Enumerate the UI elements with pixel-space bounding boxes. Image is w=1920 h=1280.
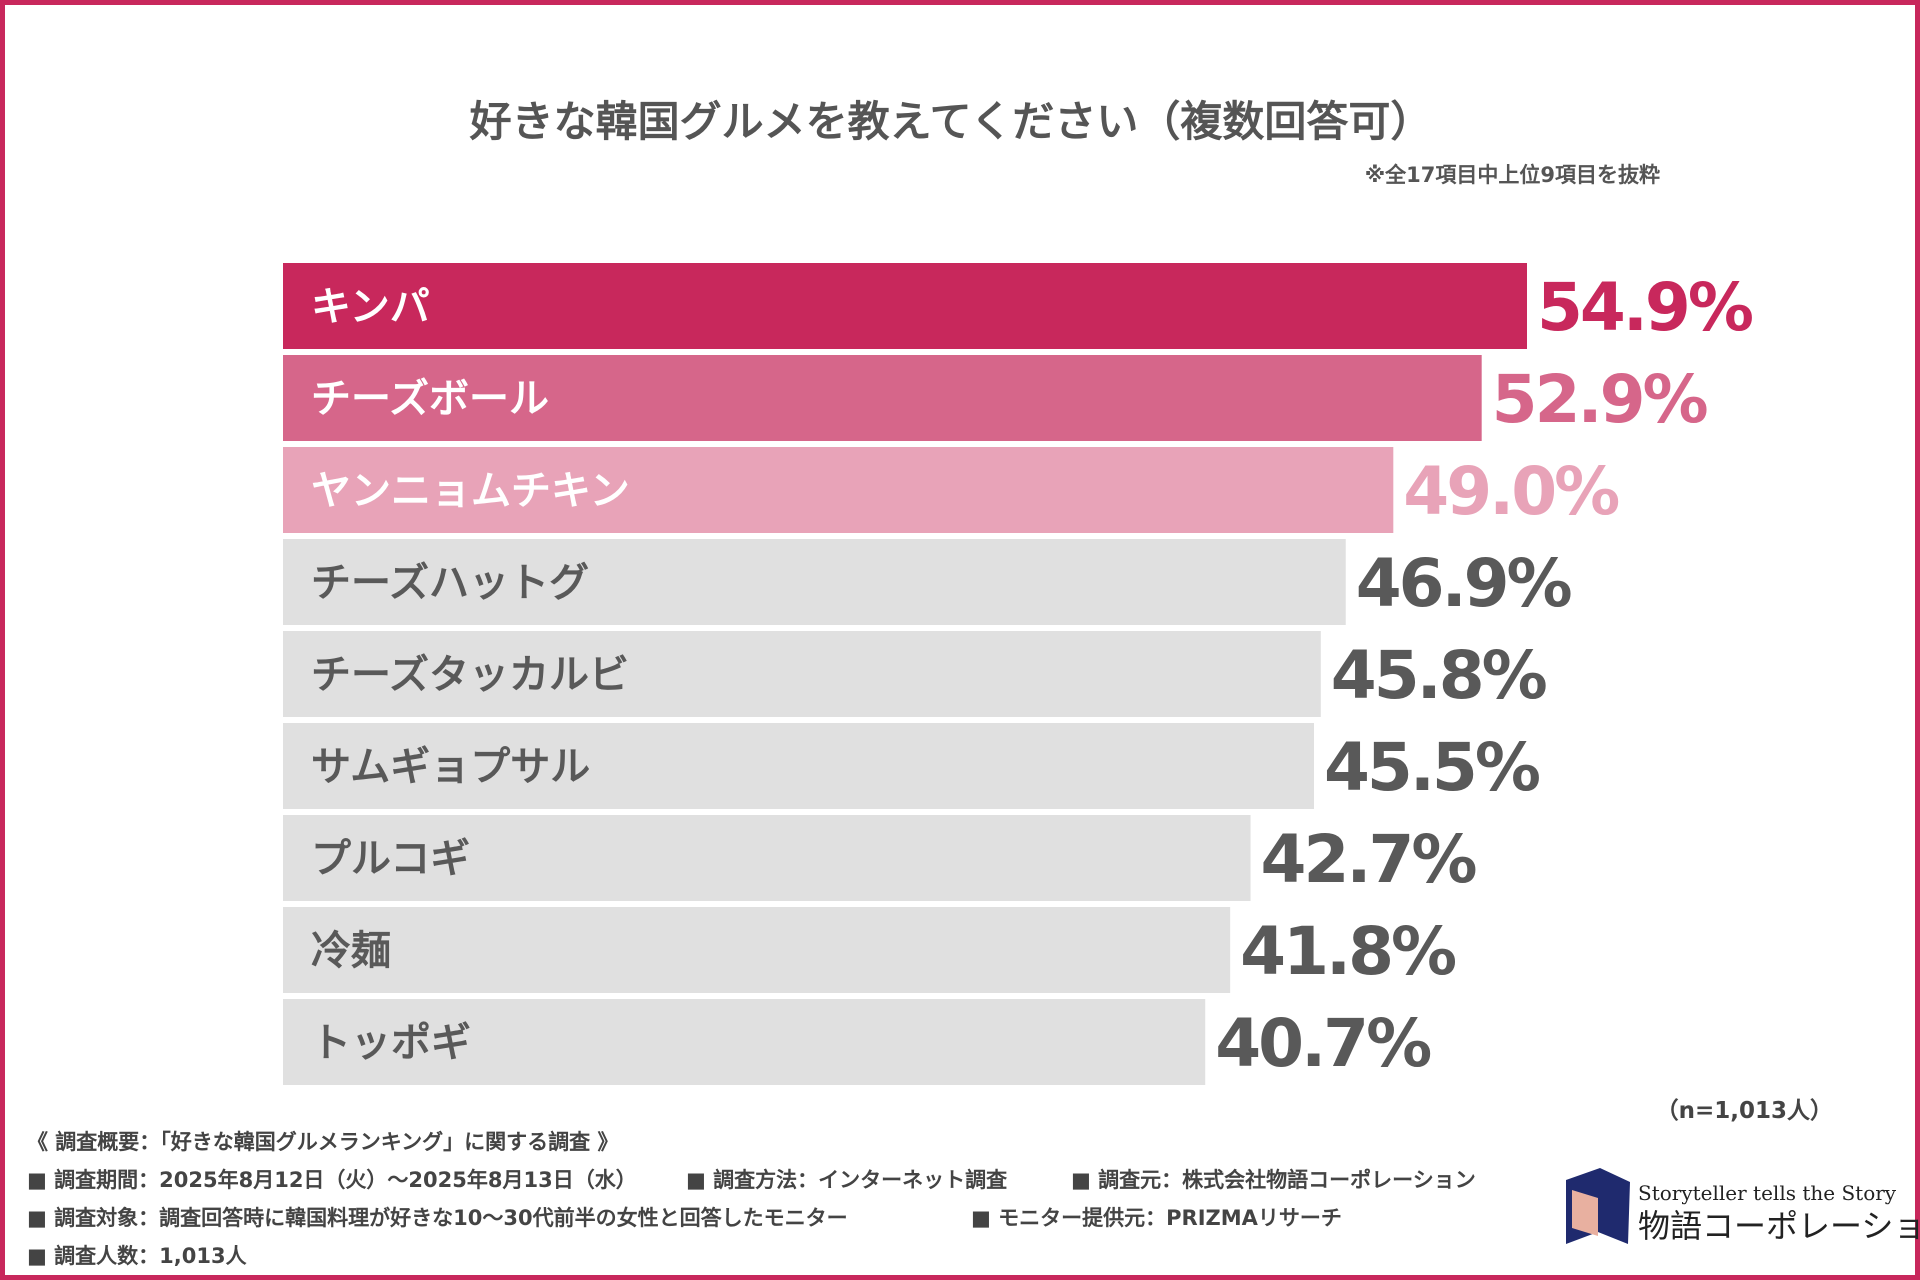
- category-label: キンパ: [311, 284, 430, 330]
- logo-name: 物語コーポレーション: [1638, 1207, 1920, 1245]
- value-label: 46.9%: [1356, 545, 1572, 622]
- bar: [283, 999, 1206, 1085]
- chart-title: 好きな韓国グルメを教えてください（複数回答可）: [469, 97, 1433, 146]
- plot: キンパ 54.9% チーズボール 52.9% ヤンニョムチキン 49.0% チーズハットグ 4…: [283, 263, 1756, 1085]
- value-label: 41.8%: [1240, 913, 1456, 990]
- value-label: 52.9%: [1492, 361, 1708, 438]
- bar: [283, 723, 1315, 809]
- chart-subtitle: ※全17項目中上位9項目を抜粋: [1365, 163, 1660, 187]
- value-label: 54.9%: [1537, 269, 1753, 346]
- category-label: チーズタッカルビ: [311, 652, 629, 698]
- value-label: 42.7%: [1261, 821, 1477, 898]
- category-label: チーズハットグ: [311, 560, 589, 606]
- value-label: 45.5%: [1324, 729, 1540, 806]
- footer-item: ■ モニター提供元：PRIZMAリサーチ: [971, 1206, 1342, 1230]
- bar: [283, 815, 1251, 901]
- category-label: チーズボール: [311, 376, 549, 422]
- footer-item: ■ 調査方法：インターネット調査: [686, 1168, 1007, 1192]
- category-label: ヤンニョムチキン: [311, 468, 630, 514]
- value-label: 49.0%: [1403, 453, 1619, 530]
- bar: [283, 355, 1482, 441]
- category-label: サムギョプサル: [311, 744, 590, 790]
- bar: [283, 631, 1321, 717]
- bar: [283, 539, 1346, 625]
- category-label: プルコギ: [311, 836, 470, 882]
- bar: [283, 447, 1394, 533]
- footer-heading: 《 調査概要：「好きな韓国グルメランキング」に関する調査 》: [27, 1130, 619, 1154]
- footer-item: ■ 調査期間：2025年8月12日（火）〜2025年8月13日（水）: [27, 1168, 637, 1192]
- category-label: トッポギ: [311, 1020, 471, 1066]
- logo-tagline: Storyteller tells the Story: [1638, 1181, 1897, 1205]
- category-label: 冷麺: [311, 928, 391, 974]
- footer-item: ■ 調査人数：1,013人: [27, 1244, 247, 1268]
- footer-item: ■ 調査対象：調査回答時に韓国料理が好きな10〜30代前半の女性と回答したモニタ…: [27, 1206, 848, 1230]
- value-label: 45.8%: [1331, 637, 1547, 714]
- logo-page: [1572, 1190, 1598, 1236]
- footer-item: ■ 調査元：株式会社物語コーポレーション: [1071, 1168, 1476, 1192]
- value-label: 40.7%: [1215, 1005, 1431, 1082]
- logo: Storyteller tells the Story 物語コーポレーション: [1566, 1168, 1920, 1245]
- bar: [283, 907, 1231, 993]
- bar: [283, 263, 1527, 349]
- sample-size: （n=1,013人）: [1656, 1097, 1833, 1124]
